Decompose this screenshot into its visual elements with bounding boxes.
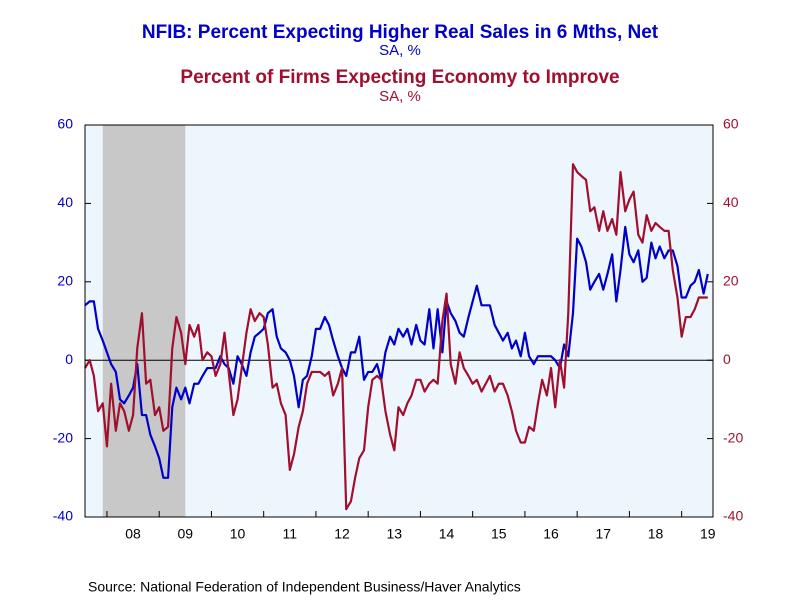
x-tick-label: 10 (230, 526, 246, 542)
y2-tick-label: 40 (723, 194, 739, 210)
y-tick-label: 40 (57, 194, 73, 210)
x-tick-label: 17 (595, 526, 611, 542)
y-tick-label: 20 (57, 273, 73, 289)
recession-shading (102, 125, 186, 517)
x-tick-label: 14 (439, 526, 455, 542)
x-tick-label: 11 (283, 526, 298, 542)
y2-tick-label: -40 (723, 508, 743, 524)
x-tick-label: 18 (648, 526, 664, 542)
y-tick-label: 60 (57, 116, 73, 132)
x-tick-label: 08 (125, 526, 141, 542)
chart-title-2: Percent of Firms Expecting Economy to Im… (180, 67, 619, 88)
x-tick-label: 13 (387, 526, 403, 542)
x-tick-label: 16 (543, 526, 559, 542)
y2-tick-label: -20 (723, 429, 743, 445)
y-tick-label: -40 (53, 508, 73, 524)
plot-border (84, 124, 714, 518)
x-tick-label: 09 (178, 526, 194, 542)
plot-area (85, 125, 713, 517)
y-tick-label: -20 (53, 429, 73, 445)
series-line (84, 225, 709, 479)
x-tick-label: 19 (700, 526, 716, 542)
y2-tick-label: 0 (723, 351, 731, 367)
chart-subtitle: SA, % (379, 42, 421, 59)
chart-subtitle-2: SA, % (379, 88, 421, 105)
source-note: Source: National Federation of Independe… (88, 579, 521, 595)
y2-tick-label: 20 (723, 273, 739, 289)
series-line (84, 163, 708, 511)
y-tick-label: 0 (65, 351, 73, 367)
y2-tick-label: 60 (723, 116, 739, 132)
x-tick-label: 15 (491, 526, 507, 542)
chart-title: NFIB: Percent Expecting Higher Real Sale… (142, 22, 659, 43)
x-tick-label: 12 (334, 526, 350, 542)
